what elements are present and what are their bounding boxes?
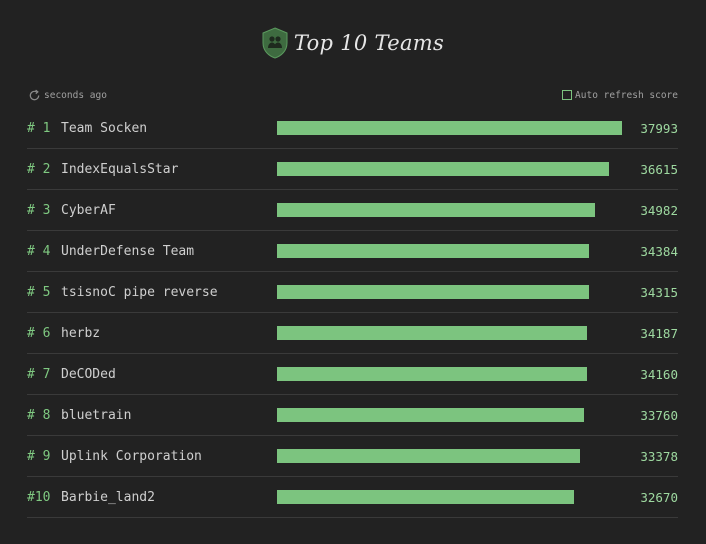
- team-name: DeCODed: [61, 366, 116, 382]
- team-rank: # 8: [27, 407, 51, 423]
- team-score: 32670: [640, 489, 678, 505]
- score-bar-track: [277, 285, 622, 299]
- team-name: IndexEqualsStar: [61, 161, 179, 177]
- score-bar: [277, 408, 584, 422]
- team-row: # 4 UnderDefense Team 34384: [27, 231, 678, 272]
- score-bar: [277, 490, 574, 504]
- team-ranking-list: # 1 Team Socken 37993 # 2 IndexEqualsStar 366…: [27, 108, 678, 518]
- team-score: 34187: [640, 325, 678, 341]
- team-name: Barbie_land2: [61, 489, 155, 505]
- team-row: # 7 DeCODed 34160: [27, 354, 678, 395]
- team-rank: # 3: [27, 202, 51, 218]
- page-title: Top 10 Teams: [293, 31, 445, 55]
- team-row: # 1 Team Socken 37993: [27, 108, 678, 149]
- team-name: tsisnoC pipe reverse: [61, 284, 218, 300]
- team-row: # 2 IndexEqualsStar 36615: [27, 149, 678, 190]
- score-bar: [277, 367, 588, 381]
- score-bar-track: [277, 408, 622, 422]
- scoreboard-header: Top 10 Teams: [0, 26, 706, 60]
- team-score: 34982: [640, 202, 678, 218]
- team-rank: # 5: [27, 284, 51, 300]
- score-bar-track: [277, 121, 622, 135]
- team-rank: # 9: [27, 448, 51, 464]
- team-row: # 9 Uplink Corporation 33378: [27, 436, 678, 477]
- last-update-text: seconds ago: [44, 89, 107, 101]
- team-score: 37993: [640, 120, 678, 136]
- team-name: UnderDefense Team: [61, 243, 195, 259]
- score-bar: [277, 244, 590, 258]
- auto-refresh-toggle[interactable]: Auto refresh score: [562, 90, 678, 101]
- team-rank: # 2: [27, 161, 51, 177]
- scoreboard-meta: seconds ago Auto refresh score: [28, 87, 678, 103]
- team-name: Uplink Corporation: [61, 448, 202, 464]
- score-bar-track: [277, 203, 622, 217]
- score-bar: [277, 449, 581, 463]
- score-bar-track: [277, 490, 622, 504]
- team-row: # 6 herbz 34187: [27, 313, 678, 354]
- auto-refresh-checkbox[interactable]: [562, 90, 573, 100]
- team-rank: #10: [27, 489, 51, 505]
- score-bar: [277, 121, 622, 135]
- last-update-status: seconds ago: [28, 89, 107, 102]
- score-bar: [277, 162, 610, 176]
- score-bar-track: [277, 162, 622, 176]
- score-bar-track: [277, 449, 622, 463]
- team-row: # 3 CyberAF 34982: [27, 190, 678, 231]
- team-score: 33760: [640, 407, 678, 423]
- team-row: # 8 bluetrain 33760: [27, 395, 678, 436]
- team-score: 36615: [640, 161, 678, 177]
- team-score: 34384: [640, 243, 678, 259]
- team-name: Team Socken: [61, 120, 148, 136]
- score-bar: [277, 326, 588, 340]
- team-name: herbz: [61, 325, 101, 341]
- team-row: #10 Barbie_land2 32670: [27, 477, 678, 518]
- score-bar: [277, 285, 589, 299]
- team-name: CyberAF: [61, 202, 116, 218]
- team-rank: # 4: [27, 243, 51, 259]
- score-bar-track: [277, 244, 622, 258]
- score-bar-track: [277, 326, 622, 340]
- team-rank: # 6: [27, 325, 51, 341]
- team-rank: # 1: [27, 120, 51, 136]
- team-score: 33378: [640, 448, 678, 464]
- team-row: # 5 tsisnoC pipe reverse 34315: [27, 272, 678, 313]
- team-score: 34315: [640, 284, 678, 300]
- team-rank: # 7: [27, 366, 51, 382]
- score-bar: [277, 203, 595, 217]
- score-bar-track: [277, 367, 622, 381]
- team-name: bluetrain: [61, 407, 132, 423]
- auto-refresh-label: Auto refresh score: [575, 89, 678, 101]
- team-score: 34160: [640, 366, 678, 382]
- shield-team-icon: [262, 27, 288, 59]
- refresh-icon: [29, 89, 40, 100]
